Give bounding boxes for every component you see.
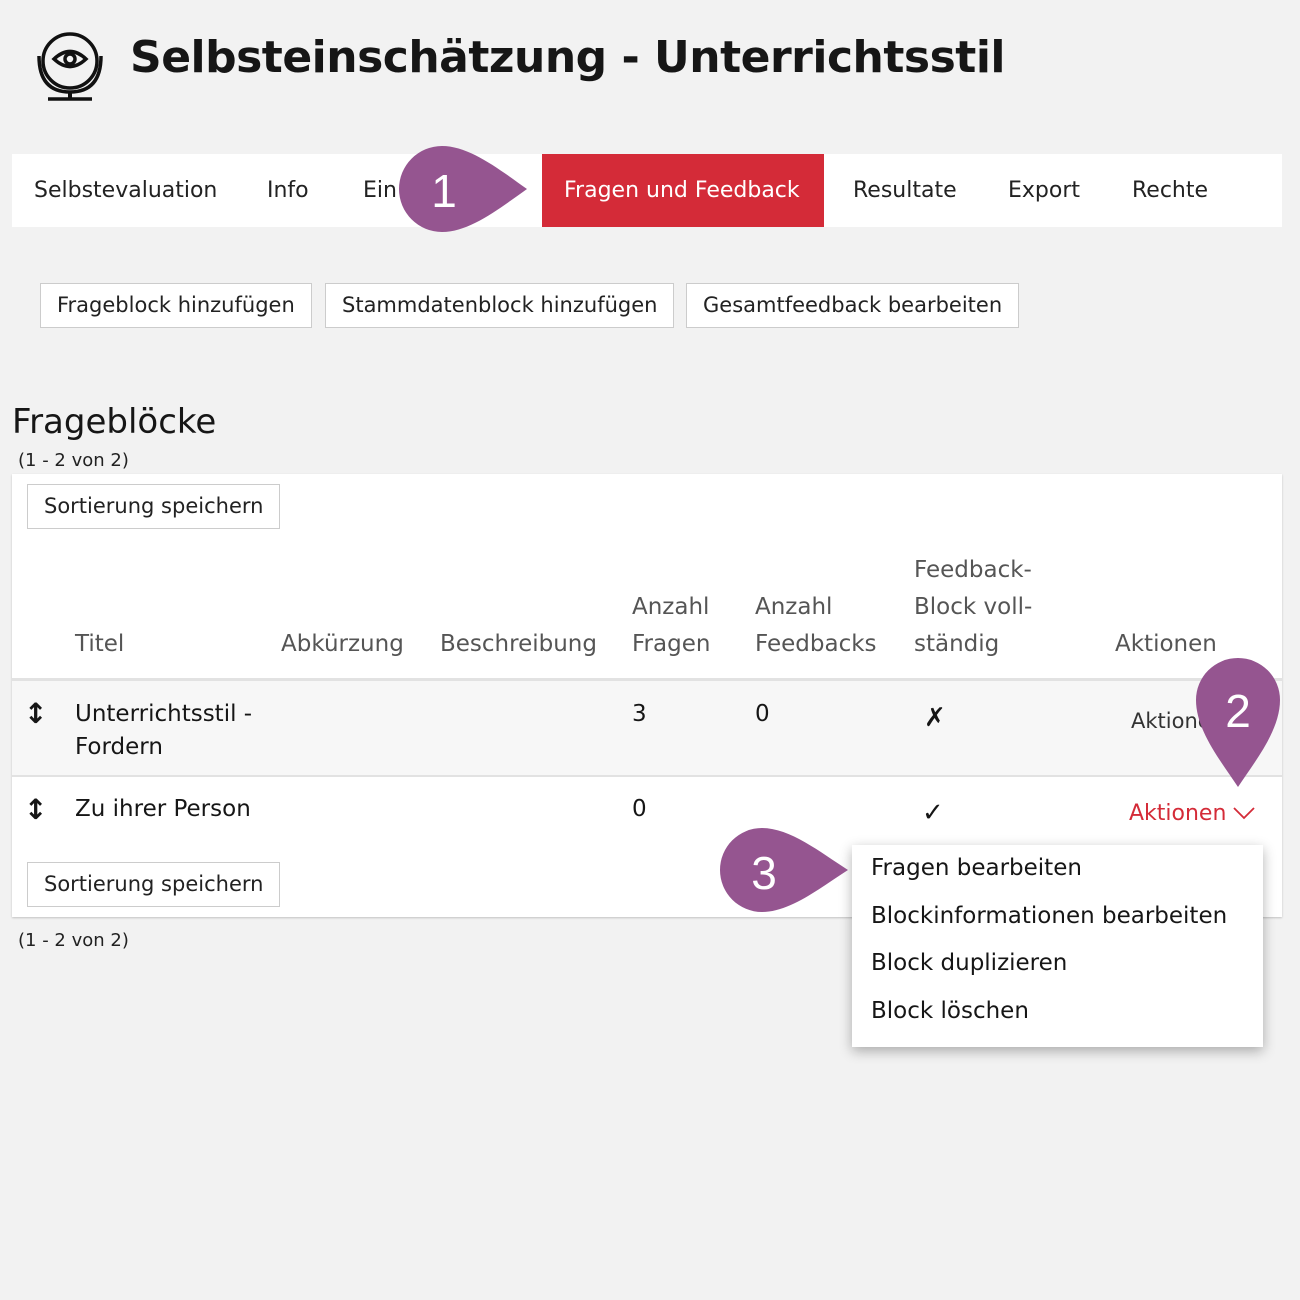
add-question-block-button[interactable]: Frageblock hinzufügen bbox=[40, 283, 312, 328]
table-row: ↕ Zu ihrer Person 0 ✓ Aktionen bbox=[12, 779, 1282, 859]
header-line: Fragen bbox=[632, 631, 711, 657]
menu-item-edit-block-info[interactable]: Blockinformationen bearbeiten bbox=[871, 903, 1228, 929]
tab-selbstevaluation[interactable]: Selbstevaluation bbox=[34, 178, 218, 203]
actions-menu: Fragen bearbeiten Blockinformationen bea… bbox=[852, 845, 1263, 1047]
add-master-data-block-button[interactable]: Stammdatenblock hinzufügen bbox=[325, 283, 675, 328]
column-header-description[interactable]: Beschreibung bbox=[440, 631, 597, 657]
tab-einstellungen[interactable]: Ein bbox=[363, 178, 397, 203]
drag-handle-icon[interactable]: ↕ bbox=[24, 697, 48, 730]
header-line: Anzahl bbox=[755, 594, 833, 620]
tab-resultate[interactable]: Resultate bbox=[853, 178, 957, 203]
header-line: ständig bbox=[914, 631, 1000, 657]
header-line: Feedback- bbox=[914, 557, 1032, 583]
cross-icon: ✗ bbox=[924, 703, 946, 733]
drag-handle-icon[interactable]: ↕ bbox=[24, 793, 48, 826]
column-header-actions: Aktionen bbox=[1115, 631, 1217, 657]
column-header-complete[interactable]: Feedback- Block voll-ständig bbox=[914, 552, 1032, 663]
header-line: Block voll- bbox=[914, 594, 1033, 620]
result-count-top: (1 - 2 von 2) bbox=[18, 450, 129, 471]
tab-bar: Selbstevaluation Info Ein Fragen und Fee… bbox=[12, 154, 1282, 227]
save-sorting-button-top[interactable]: Sortierung speichern bbox=[27, 484, 281, 529]
header-line: Anzahl bbox=[632, 594, 710, 620]
result-count-bottom: (1 - 2 von 2) bbox=[18, 930, 129, 951]
question-count: 3 bbox=[632, 701, 647, 727]
tab-rechte[interactable]: Rechte bbox=[1132, 178, 1209, 203]
column-header-abbreviation[interactable]: Abkürzung bbox=[281, 631, 404, 657]
header-line: Feedbacks bbox=[755, 631, 877, 657]
row-title[interactable]: Zu ihrer Person bbox=[75, 796, 251, 822]
section-title: Frageblöcke bbox=[12, 402, 217, 442]
feedback-count: 0 bbox=[755, 701, 770, 727]
tab-info[interactable]: Info bbox=[267, 178, 309, 203]
actions-dropdown-open[interactable]: Aktionen bbox=[1129, 797, 1256, 830]
save-sorting-button-bottom[interactable]: Sortierung speichern bbox=[27, 862, 281, 907]
menu-item-edit-questions[interactable]: Fragen bearbeiten bbox=[871, 855, 1082, 881]
menu-item-duplicate-block[interactable]: Block duplizieren bbox=[871, 950, 1068, 976]
title-line: Fordern bbox=[75, 734, 163, 760]
page-title: Selbsteinschätzung - Unterrichtsstil bbox=[130, 32, 1005, 83]
column-header-questions[interactable]: Anzahl Fragen bbox=[632, 589, 710, 663]
tab-fragen-und-feedback[interactable]: Fragen und Feedback bbox=[542, 154, 824, 227]
question-count: 0 bbox=[632, 796, 647, 822]
row-title[interactable]: Unterrichtsstil - Fordern bbox=[75, 698, 252, 764]
column-header-feedbacks[interactable]: Anzahl Feedbacks bbox=[755, 589, 877, 663]
actions-dropdown[interactable]: Aktionen bbox=[1131, 709, 1224, 733]
actions-label: Aktionen bbox=[1129, 801, 1227, 826]
table-row: ↕ Unterrichtsstil - Fordern 3 0 ✗ Aktione… bbox=[12, 678, 1282, 777]
check-icon: ✓ bbox=[922, 798, 944, 828]
mirror-eye-icon bbox=[37, 32, 103, 101]
title-line: Unterrichtsstil - bbox=[75, 701, 253, 727]
tab-export[interactable]: Export bbox=[1008, 178, 1081, 203]
column-header-title[interactable]: Titel bbox=[75, 631, 125, 657]
chevron-down-icon bbox=[1233, 807, 1256, 820]
menu-item-delete-block[interactable]: Block löschen bbox=[871, 998, 1029, 1024]
edit-overall-feedback-button[interactable]: Gesamtfeedback bearbeiten bbox=[686, 283, 1020, 328]
question-blocks-table: Sortierung speichern Titel Abkürzung Bes… bbox=[12, 474, 1282, 917]
